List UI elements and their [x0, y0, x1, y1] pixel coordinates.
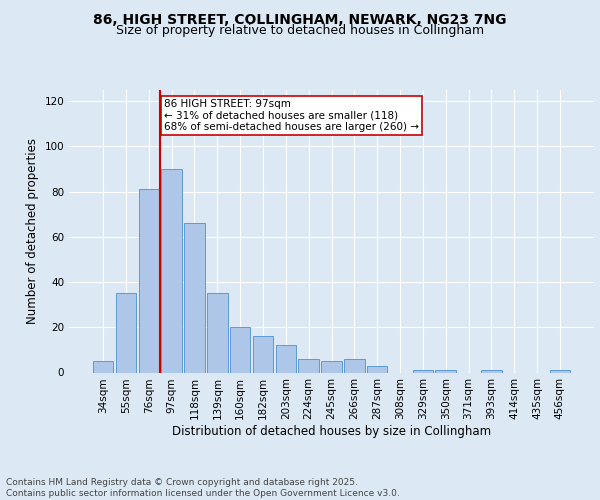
Text: 86 HIGH STREET: 97sqm
← 31% of detached houses are smaller (118)
68% of semi-det: 86 HIGH STREET: 97sqm ← 31% of detached … — [164, 99, 419, 132]
Bar — [481, 370, 502, 372]
Text: Size of property relative to detached houses in Collingham: Size of property relative to detached ho… — [116, 24, 484, 37]
Bar — [253, 336, 273, 372]
Bar — [230, 328, 250, 372]
Bar — [275, 346, 296, 372]
Text: 86, HIGH STREET, COLLINGHAM, NEWARK, NG23 7NG: 86, HIGH STREET, COLLINGHAM, NEWARK, NG2… — [93, 12, 507, 26]
Text: Contains HM Land Registry data © Crown copyright and database right 2025.
Contai: Contains HM Land Registry data © Crown c… — [6, 478, 400, 498]
Y-axis label: Number of detached properties: Number of detached properties — [26, 138, 39, 324]
Bar — [413, 370, 433, 372]
X-axis label: Distribution of detached houses by size in Collingham: Distribution of detached houses by size … — [172, 425, 491, 438]
Bar — [116, 294, 136, 372]
Bar — [161, 169, 182, 372]
Bar — [321, 361, 342, 372]
Bar — [207, 294, 227, 372]
Bar — [436, 370, 456, 372]
Bar — [298, 359, 319, 372]
Bar — [367, 366, 388, 372]
Bar — [344, 359, 365, 372]
Bar — [93, 361, 113, 372]
Bar — [550, 370, 570, 372]
Bar — [184, 224, 205, 372]
Bar — [139, 190, 159, 372]
